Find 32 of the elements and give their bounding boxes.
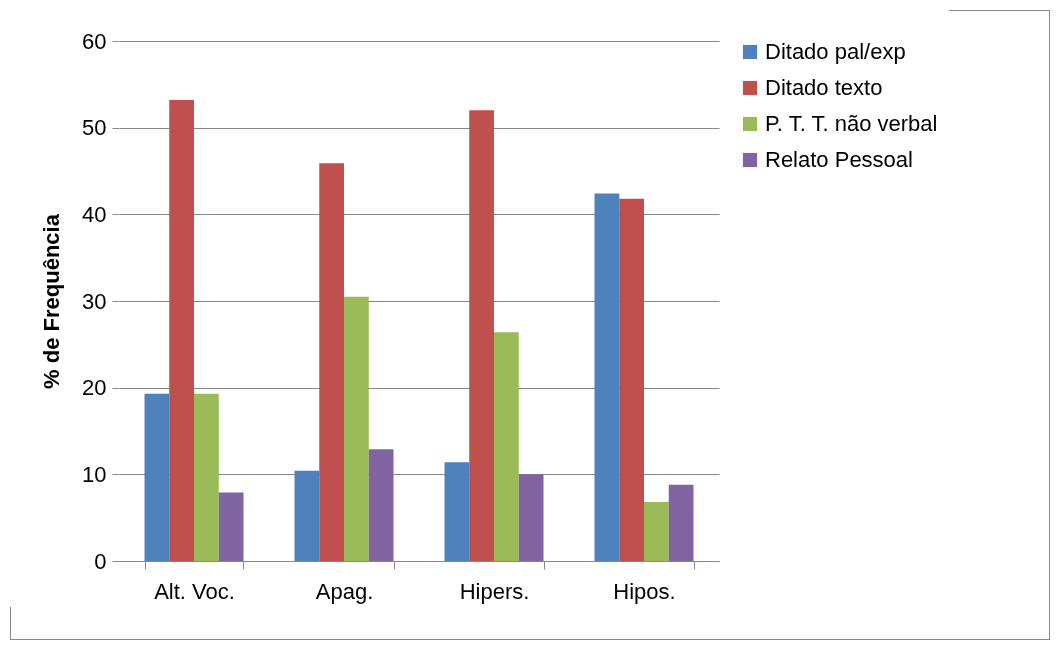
bar — [518, 474, 544, 561]
y-tick-label: 20 — [82, 375, 107, 401]
x-tick-label: Hipers. — [459, 578, 530, 604]
bar — [469, 110, 494, 561]
x-tick-label: Hipos. — [613, 578, 676, 604]
legend-label: Ditado texto — [765, 75, 883, 100]
y-axis-title: % de Frequência — [39, 213, 65, 389]
bar — [344, 296, 369, 561]
legend-label: Relato Pessoal — [765, 147, 913, 172]
y-tick-label: 60 — [82, 28, 107, 54]
bar — [294, 470, 320, 561]
bar — [194, 393, 219, 561]
y-tick-label: 30 — [82, 288, 107, 314]
y-tick-label: 40 — [82, 201, 107, 227]
y-tick-label: 50 — [82, 115, 107, 141]
legend-label: P. T. T. não verbal — [765, 111, 938, 136]
bar — [644, 502, 669, 561]
y-tick-label: 0 — [94, 548, 107, 574]
legend-label: Ditado pal/exp — [765, 39, 906, 64]
y-tick-label: 10 — [82, 461, 107, 487]
bar — [594, 193, 620, 561]
bar — [144, 393, 170, 561]
bar — [218, 492, 244, 561]
x-tick-label: Alt. Voc. — [154, 578, 235, 604]
bar — [368, 449, 394, 561]
x-tick-label: Apag. — [315, 578, 374, 604]
bar — [494, 332, 519, 561]
bar — [319, 163, 344, 561]
bar — [668, 484, 694, 561]
bar — [619, 198, 644, 561]
bar — [169, 99, 194, 561]
bar — [444, 462, 470, 561]
